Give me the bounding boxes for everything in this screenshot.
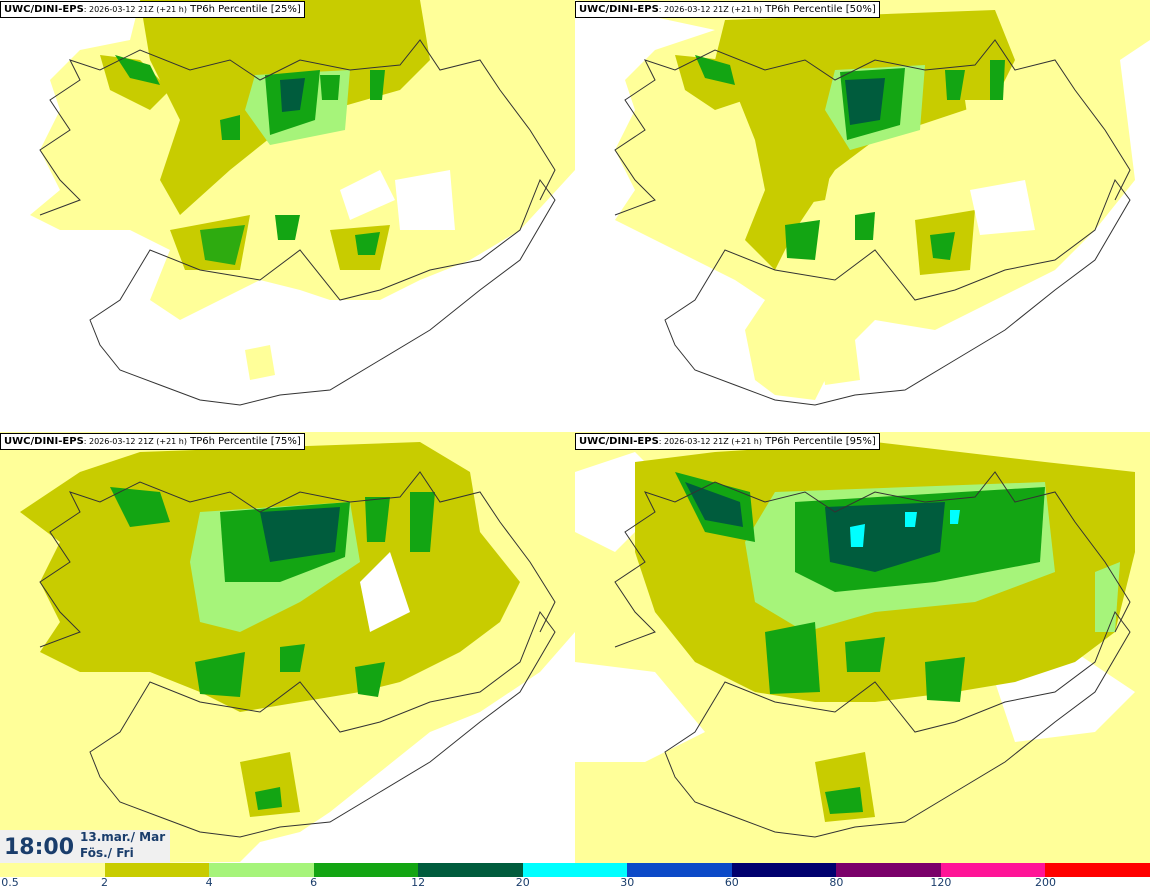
legend-swatch	[313, 863, 419, 877]
legend-swatch	[627, 863, 732, 877]
legend-tick-label: 60	[724, 876, 739, 889]
legend-tick-label: 20	[515, 876, 530, 889]
legend-swatch	[0, 863, 105, 877]
legend-swatch	[104, 863, 210, 877]
valid-date: 13.mar./ Mar	[80, 830, 166, 844]
legend-swatch	[940, 863, 1046, 877]
legend-tick-label: 80	[829, 876, 844, 889]
legend-tick-label: 30	[620, 876, 635, 889]
legend-swatch	[209, 863, 314, 877]
precip-map-p95	[575, 432, 1150, 864]
legend-tick-label: 2	[101, 876, 109, 889]
precip-map-p25	[30, 0, 575, 406]
legend-swatch	[522, 863, 628, 877]
legend-tick-label: 6	[310, 876, 318, 889]
map-panel-p25: UWC/DINI-EPS: 2026-03-12 21Z (+21 h) TP6…	[0, 0, 575, 432]
precip-map-p75	[0, 432, 575, 864]
panel-title: UWC/DINI-EPS: 2026-03-12 21Z (+21 h) TP6…	[575, 433, 880, 450]
panel-title: UWC/DINI-EPS: 2026-03-12 21Z (+21 h) TP6…	[575, 1, 880, 18]
legend-tick-label: 4	[205, 876, 213, 889]
legend-tick-label: 200	[1034, 876, 1056, 889]
valid-weekday: Fös./ Fri	[80, 846, 134, 860]
valid-time-box	[0, 830, 170, 863]
legend-tick-label: 12	[411, 876, 426, 889]
map-panel-p95: UWC/DINI-EPS: 2026-03-12 21Z (+21 h) TP6…	[575, 432, 1150, 864]
map-panel-p75: UWC/DINI-EPS: 2026-03-12 21Z (+21 h) TP6…	[0, 432, 575, 864]
legend-tick-label: 120	[930, 876, 952, 889]
valid-time: 18:00	[4, 835, 75, 860]
panel-title: UWC/DINI-EPS: 2026-03-12 21Z (+21 h) TP6…	[0, 1, 305, 18]
legend-swatch	[1045, 863, 1150, 877]
map-panel-p50: UWC/DINI-EPS: 2026-03-12 21Z (+21 h) TP6…	[575, 0, 1150, 432]
precip-color-legend	[0, 863, 1150, 877]
legend-swatch	[836, 863, 941, 877]
legend-tick-label: 0.5	[1, 876, 19, 889]
legend-swatch	[731, 863, 837, 877]
panel-title: UWC/DINI-EPS: 2026-03-12 21Z (+21 h) TP6…	[0, 433, 305, 450]
precip-map-p50	[575, 0, 1150, 406]
legend-swatch	[418, 863, 523, 877]
